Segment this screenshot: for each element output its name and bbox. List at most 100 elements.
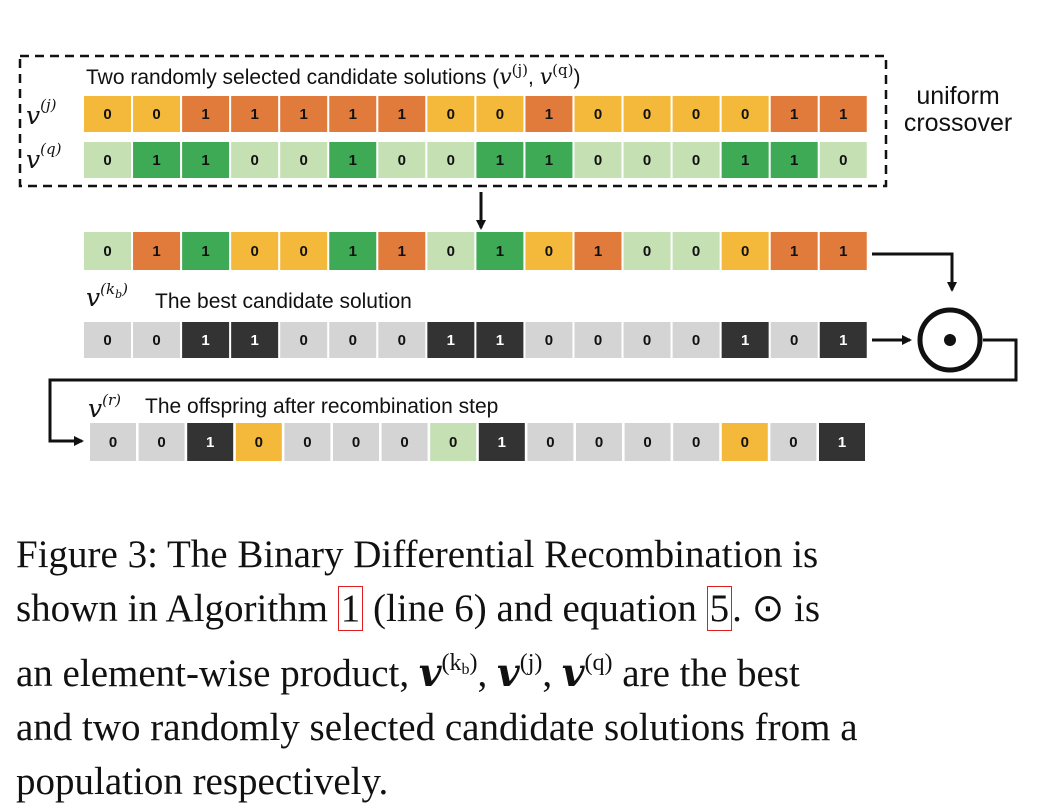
bit-cell — [381, 423, 428, 461]
bit-cell — [231, 232, 279, 270]
best-label: The best candidate solution — [155, 290, 412, 313]
bit-value: 0 — [643, 332, 651, 349]
bit-value: 1 — [790, 106, 798, 123]
bit-value: 0 — [250, 243, 258, 260]
bit-cell — [284, 423, 331, 461]
bit-cell — [231, 96, 279, 132]
bit-cell — [574, 322, 622, 358]
bit-cell — [329, 96, 377, 132]
bit-value: 0 — [643, 434, 651, 451]
bit-value: 1 — [498, 434, 506, 451]
bit-value: 1 — [250, 332, 258, 349]
bit-value: 0 — [300, 332, 308, 349]
bit-cell — [280, 232, 328, 270]
arrow-operator-to-offspring — [48, 338, 1018, 446]
recombination-diagram: Two randomly selected candidate solution… — [18, 54, 1018, 461]
row-offspring: 0 0 1 0 0 0 0 0 1 0 0 0 0 0 0 1 — [90, 423, 865, 461]
bit-cell — [672, 232, 720, 270]
bit-cell — [427, 96, 475, 132]
bit-value: 1 — [594, 243, 602, 260]
bit-cell — [525, 96, 573, 132]
bit-cell — [576, 423, 622, 461]
bit-value: 0 — [839, 152, 847, 169]
bit-value: 0 — [447, 152, 455, 169]
bit-value: 0 — [692, 434, 700, 451]
bit-cell — [770, 142, 818, 178]
bit-cell — [280, 96, 328, 132]
bit-cell — [133, 142, 181, 178]
bit-cell — [84, 322, 131, 358]
bit-cell — [427, 142, 475, 178]
bit-value: 1 — [152, 152, 160, 169]
bit-value: 0 — [692, 106, 700, 123]
bit-value: 1 — [545, 106, 553, 123]
bit-value: 0 — [447, 243, 455, 260]
bit-value: 0 — [692, 332, 700, 349]
bit-cell — [623, 232, 671, 270]
bit-value: 0 — [741, 243, 749, 260]
bit-value: 0 — [398, 152, 406, 169]
bit-value: 0 — [546, 434, 554, 451]
bit-cell — [133, 322, 181, 358]
bit-cell — [280, 322, 328, 358]
algorithm-ref-link[interactable]: 1 — [337, 586, 364, 631]
bit-cell — [770, 423, 817, 461]
equation-ref-link[interactable]: 5 — [706, 586, 733, 631]
bit-cell — [427, 232, 475, 270]
bit-value: 1 — [201, 332, 209, 349]
caption-line-5: population respectively. — [16, 760, 389, 803]
bit-cell — [476, 232, 524, 270]
bit-cell — [721, 423, 768, 461]
bit-value: 1 — [496, 152, 504, 169]
row-crossover-result: 0 1 1 0 0 1 1 0 1 0 1 0 0 0 1 1 — [84, 232, 867, 270]
bit-cell — [770, 96, 818, 132]
bit-value: 1 — [349, 106, 357, 123]
bit-cell — [84, 142, 131, 178]
bit-cell — [182, 322, 230, 358]
bit-value: 1 — [398, 106, 406, 123]
bit-cell — [478, 423, 525, 461]
bit-cell — [182, 96, 230, 132]
bit-value: 0 — [545, 243, 553, 260]
bit-value: 0 — [692, 152, 700, 169]
bit-value: 0 — [741, 106, 749, 123]
bit-cell — [819, 322, 867, 358]
bit-value: 0 — [790, 332, 798, 349]
row-vq: 0 1 1 0 0 1 0 0 1 1 0 0 0 1 1 0 — [84, 142, 867, 178]
bit-cell — [235, 423, 282, 461]
bit-cell — [231, 322, 279, 358]
bit-cell — [721, 96, 769, 132]
bit-value: 0 — [447, 106, 455, 123]
bit-value: 0 — [398, 332, 406, 349]
bit-value: 0 — [496, 106, 504, 123]
caption-line-4: and two randomly selected candidate solu… — [16, 706, 858, 749]
bit-value: 0 — [250, 152, 258, 169]
bit-value: 1 — [206, 434, 214, 451]
bit-value: 0 — [594, 106, 602, 123]
bit-cell — [476, 322, 524, 358]
bit-value: 0 — [300, 152, 308, 169]
bit-cell — [329, 142, 377, 178]
bit-cell — [280, 142, 328, 178]
bit-value: 0 — [255, 434, 263, 451]
bit-value: 1 — [839, 106, 847, 123]
bit-value: 1 — [790, 243, 798, 260]
bit-cell — [84, 232, 131, 270]
bit-cell — [721, 232, 769, 270]
bit-cell — [574, 142, 622, 178]
caption-line-3: an element-wise product, v(kb), v(j), v(… — [16, 650, 800, 696]
box-title: Two randomly selected candidate solution… — [86, 61, 580, 90]
bit-cell — [770, 322, 818, 358]
bit-cell — [527, 423, 574, 461]
label-vq: v(q) — [26, 140, 62, 174]
row-best: 0 0 1 1 0 0 0 1 1 0 0 0 0 1 0 1 — [84, 322, 867, 358]
bit-value: 0 — [349, 332, 357, 349]
bit-cell — [138, 423, 185, 461]
bit-cell — [624, 423, 671, 461]
bit-value: 1 — [447, 332, 455, 349]
bit-cell — [525, 322, 573, 358]
label-vr: v(r) — [88, 391, 121, 423]
bit-value: 1 — [152, 243, 160, 260]
bit-cell — [623, 142, 671, 178]
bit-value: 0 — [300, 243, 308, 260]
